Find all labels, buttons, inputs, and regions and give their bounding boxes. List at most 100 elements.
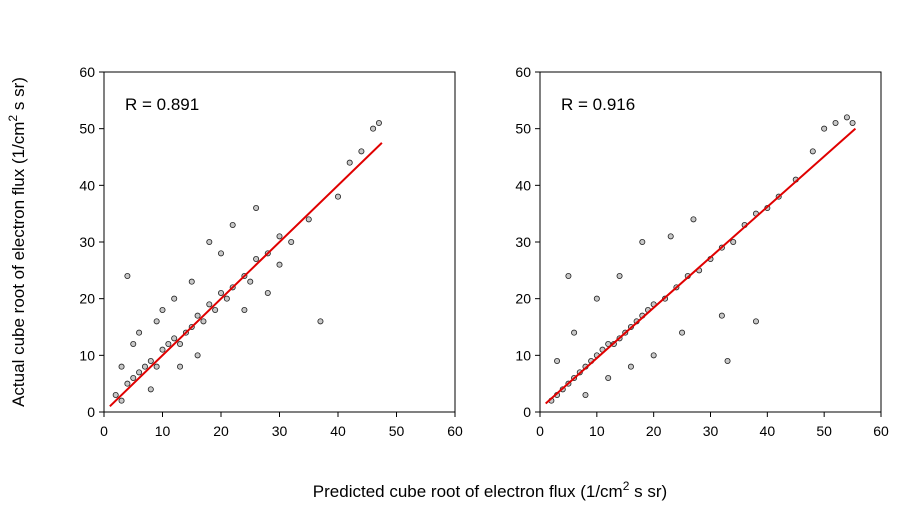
point xyxy=(718,312,725,319)
y-tick-label: 0 xyxy=(523,404,531,420)
point xyxy=(177,340,184,347)
y-tick-label: 50 xyxy=(515,121,531,137)
point xyxy=(616,272,623,279)
point xyxy=(730,238,737,245)
y-tick-label: 30 xyxy=(515,234,531,250)
point xyxy=(241,306,248,313)
x-tick-label: 20 xyxy=(646,423,662,439)
point xyxy=(724,357,731,364)
point xyxy=(582,391,589,398)
annotation: R = 0.891 xyxy=(125,95,199,114)
point xyxy=(667,233,674,240)
x-tick-label: 30 xyxy=(272,423,288,439)
plot: 0 10 20 30 40 50 60 0 10 20 30 40 50 60 R = 0.891 xyxy=(79,64,463,439)
point xyxy=(159,346,166,353)
label-part: Predicted cube root of electron flux (1/… xyxy=(313,482,623,501)
point xyxy=(809,148,816,155)
y-tick-label: 20 xyxy=(79,291,95,307)
point xyxy=(229,221,236,228)
point xyxy=(276,233,283,240)
point xyxy=(147,357,154,364)
point xyxy=(821,125,828,132)
point xyxy=(124,380,131,387)
point xyxy=(136,329,143,336)
label-part: s sr) xyxy=(9,77,28,115)
fit-line xyxy=(109,142,383,408)
point xyxy=(171,335,178,342)
point xyxy=(130,374,137,381)
point xyxy=(752,318,759,325)
point xyxy=(264,289,271,296)
point xyxy=(194,312,201,319)
point xyxy=(247,278,254,285)
point xyxy=(605,340,612,347)
x-tick-label: 40 xyxy=(330,423,346,439)
point xyxy=(317,318,324,325)
x-tick-label: 10 xyxy=(155,423,171,439)
label-part: Actual cube root of electron flux (1/cm xyxy=(9,122,28,407)
point xyxy=(288,238,295,245)
point xyxy=(159,306,166,313)
x-tick-label: 50 xyxy=(389,423,405,439)
point xyxy=(375,120,382,127)
point xyxy=(200,318,207,325)
point xyxy=(217,289,224,296)
point xyxy=(370,125,377,132)
y-tick-label: 40 xyxy=(79,177,95,193)
label-part: 2 xyxy=(623,479,630,493)
point xyxy=(627,363,634,370)
x-tick-label: 30 xyxy=(703,423,719,439)
point xyxy=(832,120,839,127)
x-tick-label: 40 xyxy=(760,423,776,439)
point xyxy=(223,295,230,302)
x-tick-label: 50 xyxy=(816,423,832,439)
fit-line xyxy=(545,127,857,405)
point xyxy=(194,352,201,359)
point xyxy=(212,306,219,313)
x-tick-label: 60 xyxy=(873,423,889,439)
point xyxy=(346,159,353,166)
x-tick-label: 20 xyxy=(213,423,229,439)
point xyxy=(171,295,178,302)
point xyxy=(136,369,143,376)
y-tick-label: 60 xyxy=(515,64,531,80)
point xyxy=(130,340,137,347)
point xyxy=(554,357,561,364)
point xyxy=(690,216,697,223)
y-tick-label: 10 xyxy=(79,347,95,363)
point xyxy=(147,386,154,393)
point xyxy=(206,301,213,308)
point xyxy=(849,120,856,127)
point xyxy=(124,272,131,279)
point xyxy=(593,295,600,302)
point xyxy=(605,374,612,381)
y-tick-label: 10 xyxy=(515,347,531,363)
point xyxy=(571,329,578,336)
point xyxy=(188,278,195,285)
point xyxy=(843,114,850,121)
x-tick-label: 0 xyxy=(536,423,544,439)
y-axis-label: Actual cube root of electron flux (1/cm2… xyxy=(6,77,28,407)
point xyxy=(650,352,657,359)
point xyxy=(565,272,572,279)
y-tick-label: 40 xyxy=(515,177,531,193)
point xyxy=(358,148,365,155)
point xyxy=(165,340,172,347)
label-part: s sr) xyxy=(629,482,667,501)
point xyxy=(305,216,312,223)
y-tick-label: 50 xyxy=(79,121,95,137)
point xyxy=(334,193,341,200)
point xyxy=(153,318,160,325)
point xyxy=(217,250,224,257)
point xyxy=(153,363,160,370)
y-tick-label: 0 xyxy=(87,404,95,420)
y-tick-label: 30 xyxy=(79,234,95,250)
point xyxy=(253,204,260,211)
point xyxy=(177,363,184,370)
plot: 0 10 20 30 40 50 60 0 10 20 30 40 50 60 R = 0.916 xyxy=(515,64,889,439)
x-tick-label: 60 xyxy=(447,423,463,439)
x-axis-label: Predicted cube root of electron flux (1/… xyxy=(313,479,667,501)
point xyxy=(118,363,125,370)
y-tick-label: 60 xyxy=(79,64,95,80)
